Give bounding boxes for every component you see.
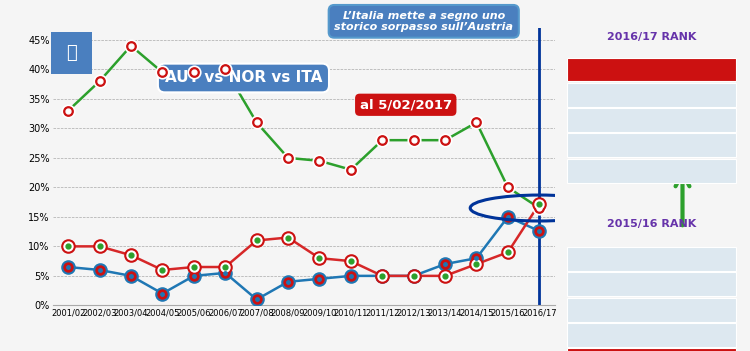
Text: al 5/02/2017: al 5/02/2017: [360, 98, 452, 111]
Text: 2015/16 RANK: 2015/16 RANK: [607, 219, 696, 229]
Text: SUI: SUI: [576, 140, 596, 150]
Text: 17,2%: 17,2%: [693, 64, 730, 74]
Text: L’Italia mette a segno uno
storico sorpasso sull’Austria: L’Italia mette a segno uno storico sorpa…: [334, 11, 513, 32]
Text: AUT: AUT: [576, 253, 599, 263]
Text: 19,0%: 19,0%: [694, 253, 730, 263]
Text: SUI: SUI: [576, 304, 596, 314]
Text: 16,5%: 16,5%: [694, 89, 730, 99]
Text: 11,5%: 11,5%: [694, 329, 730, 339]
Text: 12,6%: 12,6%: [694, 140, 730, 150]
Text: NOR: NOR: [576, 114, 602, 124]
Text: AUT: AUT: [576, 89, 599, 99]
Text: 14,7%: 14,7%: [693, 279, 730, 289]
Text: NOR: NOR: [576, 279, 602, 289]
Text: FRA: FRA: [576, 165, 599, 175]
Text: AUT vs NOR vs ITA: AUT vs NOR vs ITA: [165, 71, 322, 86]
Text: ITA: ITA: [576, 64, 594, 74]
Text: 10,6%: 10,6%: [694, 165, 730, 175]
Text: 2016/17 RANK: 2016/17 RANK: [607, 32, 696, 41]
Text: ⛷: ⛷: [66, 44, 77, 62]
Text: 13,1%: 13,1%: [694, 304, 730, 314]
Text: USA: USA: [576, 329, 600, 339]
Text: 12,6%: 12,6%: [694, 114, 730, 124]
